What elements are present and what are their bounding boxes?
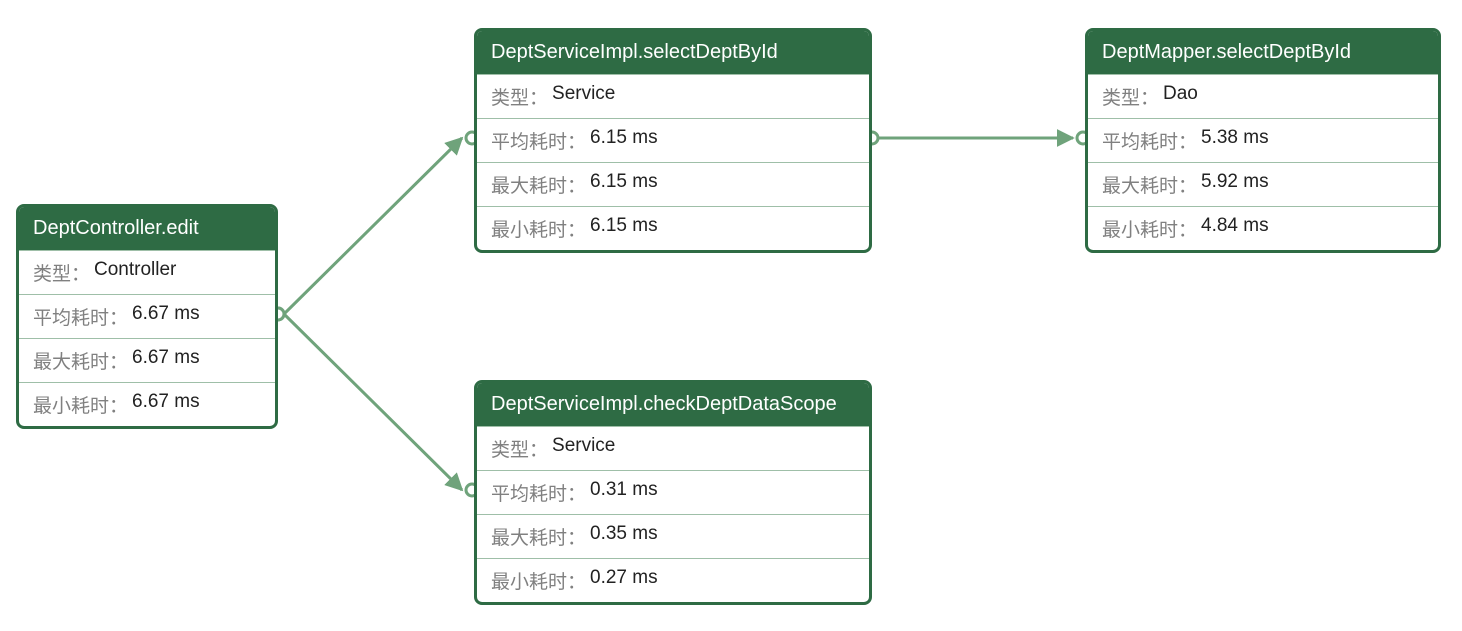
node-n3[interactable]: DeptMapper.selectDeptById类型：Dao平均耗时：5.38… — [1085, 28, 1441, 253]
row-value: 6.15 ms — [590, 127, 658, 154]
row-label: 平均耗时： — [491, 479, 586, 506]
node-row-min: 最小耗时：6.15 ms — [477, 206, 869, 250]
row-value: 0.31 ms — [590, 479, 658, 506]
row-value: Controller — [94, 259, 176, 286]
node-row-avg: 平均耗时：5.38 ms — [1088, 118, 1438, 162]
node-row-max: 最大耗时：6.67 ms — [19, 338, 275, 382]
row-label: 最小耗时： — [1102, 215, 1197, 242]
node-row-avg: 平均耗时：6.15 ms — [477, 118, 869, 162]
row-value: 6.67 ms — [132, 303, 200, 330]
node-row-avg: 平均耗时：0.31 ms — [477, 470, 869, 514]
row-value: Service — [552, 83, 615, 110]
node-row-max: 最大耗时：5.92 ms — [1088, 162, 1438, 206]
row-label: 最小耗时： — [491, 215, 586, 242]
row-label: 类型： — [1102, 83, 1159, 110]
row-label: 最大耗时： — [491, 523, 586, 550]
node-row-type: 类型：Dao — [1088, 74, 1438, 118]
node-row-max: 最大耗时：0.35 ms — [477, 514, 869, 558]
row-value: 5.38 ms — [1201, 127, 1269, 154]
row-value: 6.15 ms — [590, 171, 658, 198]
node-row-min: 最小耗时：0.27 ms — [477, 558, 869, 602]
row-value: 5.92 ms — [1201, 171, 1269, 198]
row-label: 类型： — [491, 83, 548, 110]
row-value: 0.35 ms — [590, 523, 658, 550]
row-label: 最大耗时： — [1102, 171, 1197, 198]
node-n0[interactable]: DeptController.edit类型：Controller平均耗时：6.6… — [16, 204, 278, 429]
row-label: 平均耗时： — [491, 127, 586, 154]
node-n2[interactable]: DeptServiceImpl.checkDeptDataScope类型：Ser… — [474, 380, 872, 605]
row-value: Dao — [1163, 83, 1198, 110]
node-title: DeptMapper.selectDeptById — [1088, 31, 1438, 74]
row-label: 类型： — [491, 435, 548, 462]
node-row-min: 最小耗时：4.84 ms — [1088, 206, 1438, 250]
row-value: 6.67 ms — [132, 347, 200, 374]
row-label: 类型： — [33, 259, 90, 286]
row-label: 平均耗时： — [33, 303, 128, 330]
node-row-avg: 平均耗时：6.67 ms — [19, 294, 275, 338]
row-value: 6.15 ms — [590, 215, 658, 242]
node-row-type: 类型：Controller — [19, 250, 275, 294]
node-row-type: 类型：Service — [477, 426, 869, 470]
row-label: 平均耗时： — [1102, 127, 1197, 154]
row-value: 4.84 ms — [1201, 215, 1269, 242]
row-label: 最小耗时： — [33, 391, 128, 418]
node-title: DeptServiceImpl.checkDeptDataScope — [477, 383, 869, 426]
node-row-min: 最小耗时：6.67 ms — [19, 382, 275, 426]
node-row-type: 类型：Service — [477, 74, 869, 118]
row-label: 最大耗时： — [491, 171, 586, 198]
row-value: 6.67 ms — [132, 391, 200, 418]
node-n1[interactable]: DeptServiceImpl.selectDeptById类型：Service… — [474, 28, 872, 253]
row-value: 0.27 ms — [590, 567, 658, 594]
row-label: 最大耗时： — [33, 347, 128, 374]
node-row-max: 最大耗时：6.15 ms — [477, 162, 869, 206]
node-title: DeptController.edit — [19, 207, 275, 250]
edge — [284, 314, 462, 490]
row-value: Service — [552, 435, 615, 462]
row-label: 最小耗时： — [491, 567, 586, 594]
edge — [284, 138, 462, 314]
node-title: DeptServiceImpl.selectDeptById — [477, 31, 869, 74]
